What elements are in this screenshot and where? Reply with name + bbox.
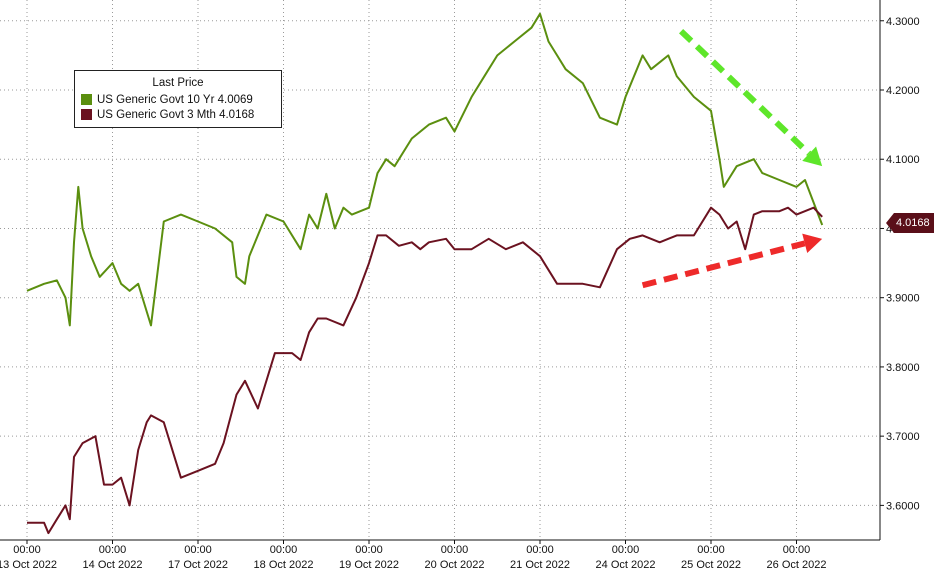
x-tick-time: 00:00 <box>270 544 298 556</box>
legend-label-10yr: US Generic Govt 10 Yr <box>97 93 215 106</box>
legend: Last Price US Generic Govt 10 Yr 4.0069 … <box>74 70 282 128</box>
y-axis-ticks: 4.30004.20004.10004.00003.90003.80003.70… <box>880 16 920 512</box>
x-tick-date: 18 Oct 2022 <box>254 559 314 571</box>
x-tick-date: 24 Oct 2022 <box>596 559 656 571</box>
y-tick-label: 3.7000 <box>886 431 920 443</box>
x-tick-date: 13 Oct 2022 <box>0 559 57 571</box>
x-tick-date: 26 Oct 2022 <box>767 559 827 571</box>
x-tick-time: 00:00 <box>783 544 811 556</box>
x-tick-date: 25 Oct 2022 <box>681 559 741 571</box>
y-tick-label: 3.9000 <box>886 293 920 305</box>
legend-value-3mth: 4.0168 <box>219 108 255 121</box>
x-tick-date: 21 Oct 2022 <box>510 559 570 571</box>
legend-swatch-10yr <box>81 94 92 105</box>
annotation-arrow-shaft <box>641 240 806 289</box>
y-tick-label: 4.3000 <box>886 16 920 28</box>
annotation-arrow-head <box>802 146 823 167</box>
x-tick-date: 20 Oct 2022 <box>425 559 485 571</box>
legend-label-3mth: US Generic Govt 3 Mth <box>97 108 216 121</box>
legend-item-10yr: US Generic Govt 10 Yr 4.0069 <box>81 92 275 107</box>
x-tick-time: 00:00 <box>441 544 469 556</box>
legend-value-10yr: 4.0069 <box>217 93 253 106</box>
grid-lines <box>0 0 880 540</box>
annotation-arrow-head <box>802 233 823 254</box>
x-tick-time: 00:00 <box>13 544 41 556</box>
x-tick-date: 14 Oct 2022 <box>83 559 143 571</box>
legend-swatch-3mth <box>81 109 92 120</box>
x-tick-time: 00:00 <box>184 544 212 556</box>
x-tick-time: 00:00 <box>355 544 383 556</box>
x-tick-time: 00:00 <box>697 544 725 556</box>
annotation-arrow-shaft <box>679 28 812 156</box>
last-price-tag: 4.0168 <box>886 213 934 233</box>
x-tick-date: 19 Oct 2022 <box>339 559 399 571</box>
x-tick-time: 00:00 <box>612 544 640 556</box>
legend-title: Last Price <box>152 77 204 89</box>
series-lines <box>26 12 824 535</box>
y-tick-label: 4.2000 <box>886 85 920 97</box>
x-tick-time: 00:00 <box>99 544 127 556</box>
y-tick-label: 4.1000 <box>886 154 920 166</box>
y-tick-label: 3.6000 <box>886 500 920 512</box>
series-line-3mth <box>27 206 823 535</box>
y-tick-label: 3.8000 <box>886 362 920 374</box>
legend-item-3mth: US Generic Govt 3 Mth 4.0168 <box>81 107 275 122</box>
series-line-10yr <box>26 12 824 327</box>
x-tick-date: 17 Oct 2022 <box>168 559 228 571</box>
annotation-arrows <box>641 28 823 289</box>
x-tick-time: 00:00 <box>526 544 554 556</box>
x-axis-ticks: 00:00 13 Oct 2022 00:00 14 Oct 2022 00:00 17 … <box>0 540 826 571</box>
